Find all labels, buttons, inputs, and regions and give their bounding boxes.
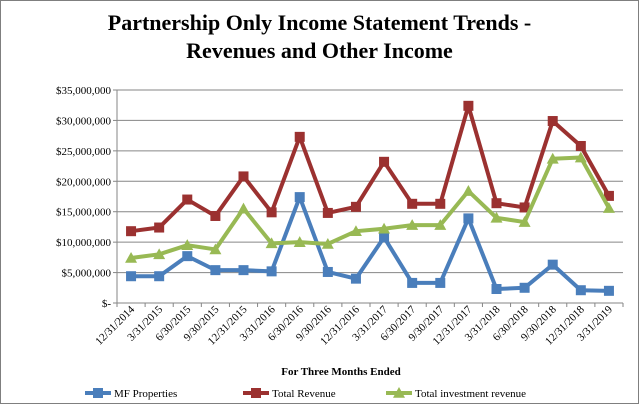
legend-label: MF Properties xyxy=(114,388,177,400)
data-point xyxy=(575,285,586,296)
y-tick-label: $20,000,000 xyxy=(56,176,112,188)
data-point xyxy=(209,243,222,255)
legend-swatch-marker xyxy=(93,388,103,398)
data-point xyxy=(154,271,165,282)
series-line xyxy=(130,103,611,234)
data-point xyxy=(491,284,502,295)
data-point xyxy=(575,140,586,151)
data-point xyxy=(407,198,418,209)
axes xyxy=(113,89,624,307)
data-point xyxy=(181,239,194,250)
chart-title-line-1: Partnership Only Income Statement Trends… xyxy=(107,10,532,35)
data-point xyxy=(547,116,558,127)
series-line xyxy=(131,195,609,293)
data-point xyxy=(182,194,193,205)
y-tick-label: $35,000,000 xyxy=(56,85,112,97)
data-point xyxy=(406,219,419,230)
data-point xyxy=(519,282,530,293)
data-point xyxy=(238,171,249,182)
data-point xyxy=(490,211,503,223)
data-point xyxy=(349,225,362,236)
data-point xyxy=(547,259,558,270)
data-point xyxy=(407,277,418,288)
y-tick-label: $25,000,000 xyxy=(56,146,112,158)
chart-title-line-2: Revenues and Other Income xyxy=(186,38,453,63)
data-point xyxy=(294,131,305,142)
data-point xyxy=(378,222,391,234)
legend-swatch-marker xyxy=(251,388,261,398)
legend-item: Total Revenue xyxy=(243,388,336,400)
legend-swatch-marker xyxy=(393,387,405,398)
data-point xyxy=(602,202,615,213)
legend-label: Total Revenue xyxy=(272,388,336,400)
data-point xyxy=(435,277,446,288)
data-point xyxy=(603,285,614,296)
series-3 xyxy=(125,151,615,263)
data-point xyxy=(574,151,587,163)
data-point xyxy=(518,216,531,227)
series-line xyxy=(130,155,611,260)
x-axis-tick-labels: 12/31/20143/31/20156/30/20159/30/201512/… xyxy=(93,303,615,347)
data-point xyxy=(434,219,447,230)
legend-item: MF Properties xyxy=(85,388,177,400)
y-tick-label: $30,000,000 xyxy=(56,115,112,127)
data-point xyxy=(210,210,221,221)
y-tick-label: $5,000,000 xyxy=(62,268,112,280)
data-point xyxy=(462,185,475,196)
data-point xyxy=(294,192,305,203)
data-point xyxy=(266,266,277,277)
y-tick-label: $15,000,000 xyxy=(56,207,112,219)
y-tick-label: $10,000,000 xyxy=(56,237,112,249)
data-point xyxy=(321,237,334,249)
data-point xyxy=(293,236,306,247)
data-point xyxy=(491,198,502,209)
data-point xyxy=(322,207,333,218)
series-2 xyxy=(126,100,614,237)
legend-item: Total investment revenue xyxy=(386,387,526,400)
data-point xyxy=(519,202,530,213)
y-axis-tick-labels: $- $5,000,000 $10,000,000 $15,000,000 $20,00… xyxy=(56,85,112,310)
data-point xyxy=(546,152,559,164)
data-point xyxy=(322,266,333,277)
data-point xyxy=(237,202,250,214)
series-lines xyxy=(125,100,615,296)
data-point xyxy=(379,232,390,243)
data-point xyxy=(265,237,278,249)
data-point xyxy=(603,190,614,201)
data-point xyxy=(126,226,137,237)
data-point xyxy=(182,251,193,262)
data-point xyxy=(350,201,361,212)
data-point xyxy=(463,100,474,111)
chart-title: Partnership Only Income Statement Trends… xyxy=(1,9,638,65)
data-point xyxy=(125,251,138,263)
legend: MF Properties Total Revenue Total investme… xyxy=(85,387,526,400)
data-point xyxy=(350,273,361,284)
data-point xyxy=(238,265,249,276)
data-point xyxy=(210,265,221,276)
series-1 xyxy=(126,192,614,296)
data-point xyxy=(435,198,446,209)
y-tick-label: $- xyxy=(102,298,112,310)
legend-label: Total investment revenue xyxy=(415,388,526,400)
data-point xyxy=(266,207,277,218)
data-point xyxy=(379,156,390,167)
x-axis-label: For Three Months Ended xyxy=(281,366,401,378)
data-point xyxy=(126,271,137,282)
data-point xyxy=(463,213,474,224)
data-point xyxy=(154,222,165,233)
data-point xyxy=(153,248,166,260)
